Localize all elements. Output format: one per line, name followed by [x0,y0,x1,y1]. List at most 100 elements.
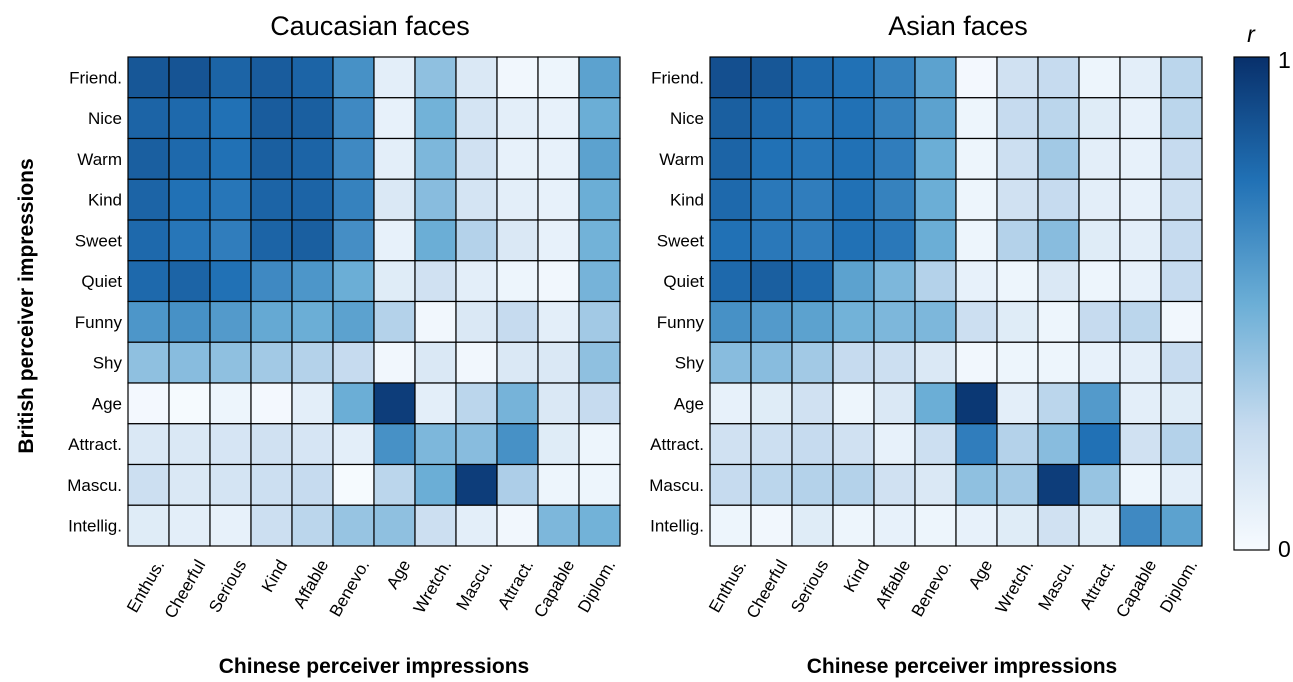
heatmap-cell [496,300,539,343]
column-tick-label: Kind [258,557,291,596]
heatmap-cell [996,463,1039,506]
heatmap-cell [209,382,252,425]
heatmap-cell [996,382,1039,425]
heatmap-cell [250,504,293,547]
column-tick-label: Age [965,557,997,593]
heatmap-cell [332,504,375,547]
heatmap-cell [291,504,334,547]
heatmap-cell [709,382,752,425]
heatmap-cell [750,137,793,180]
heatmap-cell [1078,423,1121,466]
heatmap-cell [873,97,916,140]
column-tick-label: Affable [290,557,333,612]
heatmap-cell [996,260,1039,303]
column-tick-label: Benevo. [908,557,956,621]
heatmap-cell [250,300,293,343]
heatmap-cell [537,97,580,140]
row-tick-label: Kind [88,191,122,210]
heatmap-cell [168,219,211,262]
heatmap-cell [750,341,793,384]
heatmap-cell [873,341,916,384]
x-axis-title-asian: Chinese perceiver impressions [807,655,1117,678]
heatmap-cell [955,300,998,343]
heatmap-cell [709,178,752,221]
heatmap-cell [291,97,334,140]
heatmap-cell [209,178,252,221]
heatmap-cell [332,137,375,180]
heatmap-cell [832,341,875,384]
heatmap-cell [168,178,211,221]
heatmap-cell [1037,260,1080,303]
heatmap-cell [209,504,252,547]
heatmap-cell [832,97,875,140]
column-tick-label: Attract. [1076,557,1119,613]
row-tick-label: Friend. [651,68,704,87]
heatmap-cell [750,382,793,425]
heatmap-cell [832,260,875,303]
heatmap-cell [832,300,875,343]
row-tick-label: Kind [670,191,704,210]
heatmap-cell [578,341,621,384]
heatmap-cell [127,97,170,140]
heatmap-cell [1119,423,1162,466]
heatmap-cell [873,423,916,466]
heatmap-cell [1078,137,1121,180]
heatmap-cell [1160,219,1203,262]
row-tick-label: Warm [77,150,122,169]
heatmap-cell [127,260,170,303]
heatmap-cell [578,219,621,262]
heatmap-cell [1119,341,1162,384]
heatmap-cell [1160,56,1203,99]
heatmap-cell [914,219,957,262]
heatmap-cell [168,260,211,303]
heatmap-cell [168,341,211,384]
column-tick-label: Age [383,557,415,593]
heatmap-cell [496,56,539,99]
heatmap-cell [373,219,416,262]
panel-title-caucasian: Caucasian faces [270,11,470,41]
heatmap-cell [791,260,834,303]
heatmap-cell [537,56,580,99]
heatmap-cell [955,137,998,180]
heatmap-cell [1119,463,1162,506]
colorbar-min-label: 0 [1278,536,1291,562]
heatmap-cell [1160,504,1203,547]
heatmap-cell [996,504,1039,547]
heatmap-cell [914,341,957,384]
heatmap-caucasian: Friend. Nice Warm Kind Sweet Quiet Funny Shy Age… [67,56,621,622]
heatmap-cell [250,463,293,506]
heatmap-cell [250,137,293,180]
heatmap-cell [955,178,998,221]
heatmap-cell [791,300,834,343]
heatmap-cell [1119,97,1162,140]
heatmap-cell [250,219,293,262]
heatmap-cell [914,300,957,343]
heatmap-cell [955,219,998,262]
row-tick-label: Funny [657,313,705,332]
heatmap-cell [1160,300,1203,343]
heatmap-cell [291,341,334,384]
heatmap-cell [373,260,416,303]
heatmap-cell [578,137,621,180]
heatmap-cell [1160,341,1203,384]
heatmap-cell [414,504,457,547]
heatmap-cell [332,178,375,221]
heatmap-cell [914,423,957,466]
heatmap-cell [455,504,498,547]
heatmap-cell [373,504,416,547]
heatmap-cell [291,423,334,466]
heatmap-cell [127,423,170,466]
heatmap-cell [1119,56,1162,99]
column-tick-label: Capable [1112,557,1160,621]
heatmap-cell [537,137,580,180]
column-tick-label: Benevo. [326,557,374,621]
column-tick-label: Affable [872,557,915,612]
heatmap-cell [996,97,1039,140]
row-tick-label: Shy [93,354,123,373]
row-tick-label: Sweet [75,231,123,250]
heatmap-cell [1078,97,1121,140]
heatmap-cell [750,56,793,99]
heatmap-cell [1037,423,1080,466]
heatmap-cell [291,382,334,425]
